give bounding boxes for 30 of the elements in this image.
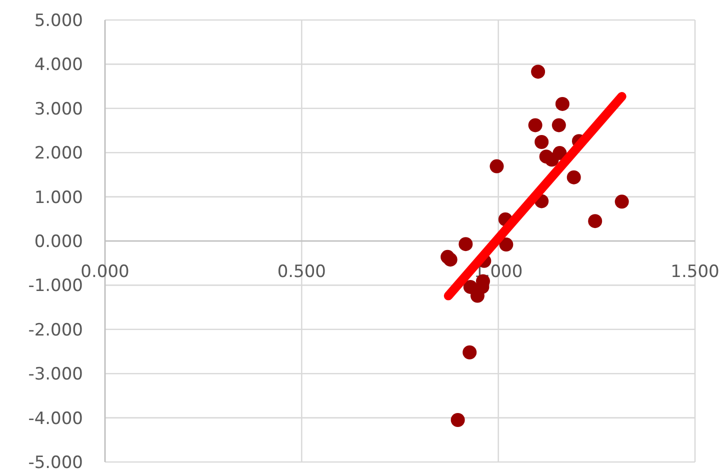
point xyxy=(588,214,602,228)
point xyxy=(470,288,484,303)
point xyxy=(499,238,514,252)
x-tick-label: 1.500 xyxy=(670,262,720,282)
point xyxy=(614,194,629,209)
point xyxy=(528,118,542,132)
y-tick-label: 3.000 xyxy=(34,99,83,120)
point xyxy=(490,159,504,174)
y-tick-label: -2.000 xyxy=(28,320,83,340)
point xyxy=(450,413,465,428)
point xyxy=(458,237,473,252)
point xyxy=(555,96,570,111)
point xyxy=(566,170,581,184)
y-tick-label: -5.000 xyxy=(28,452,83,473)
y-tick-label: 5.000 xyxy=(34,10,83,31)
point xyxy=(462,345,477,360)
point xyxy=(443,252,458,267)
y-tick-label: 0.000 xyxy=(34,232,83,252)
y-tick-label: -1.000 xyxy=(28,276,83,296)
point xyxy=(552,118,566,132)
point xyxy=(531,64,546,79)
y-tick-label: 2.000 xyxy=(34,144,83,164)
x-tick-label: 0.500 xyxy=(277,262,326,282)
point xyxy=(552,146,567,160)
y-tick-label: -3.000 xyxy=(28,364,83,385)
y-tick-label: -4.000 xyxy=(28,408,83,429)
y-tick-label: 1.000 xyxy=(34,188,83,208)
point xyxy=(534,134,549,149)
x-tick-label: 0.000 xyxy=(80,262,130,282)
y-tick-label: 4.000 xyxy=(34,55,83,76)
